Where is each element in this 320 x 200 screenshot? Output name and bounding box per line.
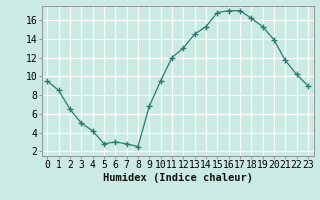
X-axis label: Humidex (Indice chaleur): Humidex (Indice chaleur): [103, 173, 252, 183]
